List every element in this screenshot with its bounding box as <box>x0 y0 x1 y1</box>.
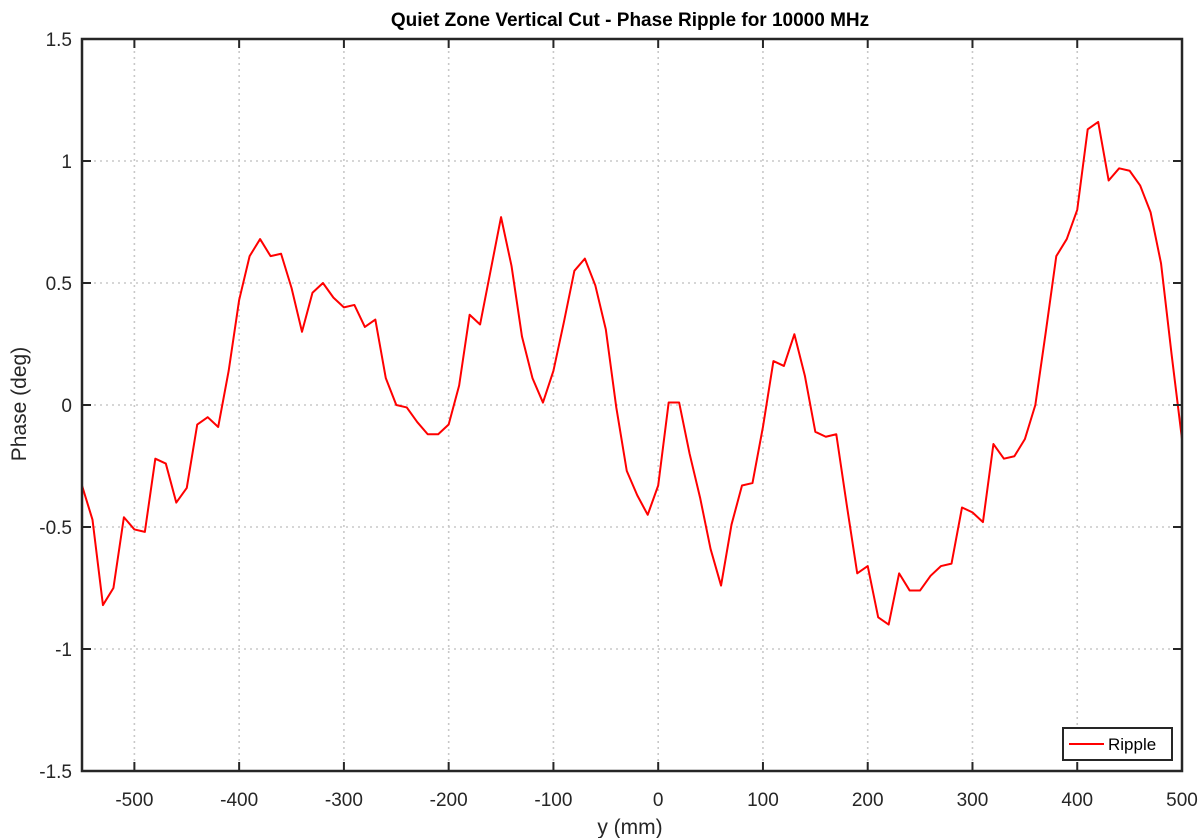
ticks: -500 -400 -300 -200 -100 0 100 200 300 400 500 -1.5… <box>39 30 1198 811</box>
y-tick-label: 0 <box>61 396 72 417</box>
y-tick-label: -1.5 <box>39 762 72 783</box>
x-tick-label: 0 <box>653 790 664 811</box>
x-tick-label: -100 <box>534 790 572 811</box>
y-tick-label: 1.5 <box>46 30 72 51</box>
axes-frame <box>80 37 1184 773</box>
y-tick-label: 1 <box>61 152 72 173</box>
chart-title: Quiet Zone Vertical Cut - Phase Ripple f… <box>391 10 869 31</box>
grid <box>82 39 1182 771</box>
x-axis-label: y (mm) <box>597 816 662 838</box>
x-tick-label: 100 <box>747 790 779 811</box>
x-tick-label: 500 <box>1166 790 1198 811</box>
plot-area <box>82 39 1182 771</box>
x-tick-label: -300 <box>325 790 363 811</box>
axes-box <box>80 37 1184 773</box>
plot-background <box>82 39 1182 771</box>
y-tick-label: 0.5 <box>46 274 72 295</box>
series-layer <box>81 120 1183 626</box>
x-tick-label: 400 <box>1061 790 1093 811</box>
series-line-ripple <box>81 120 1183 626</box>
x-tick-label: -500 <box>115 790 153 811</box>
x-tick-label: -400 <box>220 790 258 811</box>
x-tick-label: 200 <box>852 790 884 811</box>
y-axis-label: Phase (deg) <box>8 347 31 461</box>
y-tick-label: -1 <box>55 640 72 661</box>
legend-entry-ripple: Ripple <box>1108 735 1156 754</box>
legend: Ripple <box>1062 727 1173 761</box>
x-tick-label: 300 <box>957 790 989 811</box>
x-tick-label: -200 <box>430 790 468 811</box>
y-tick-label: -0.5 <box>39 518 72 539</box>
